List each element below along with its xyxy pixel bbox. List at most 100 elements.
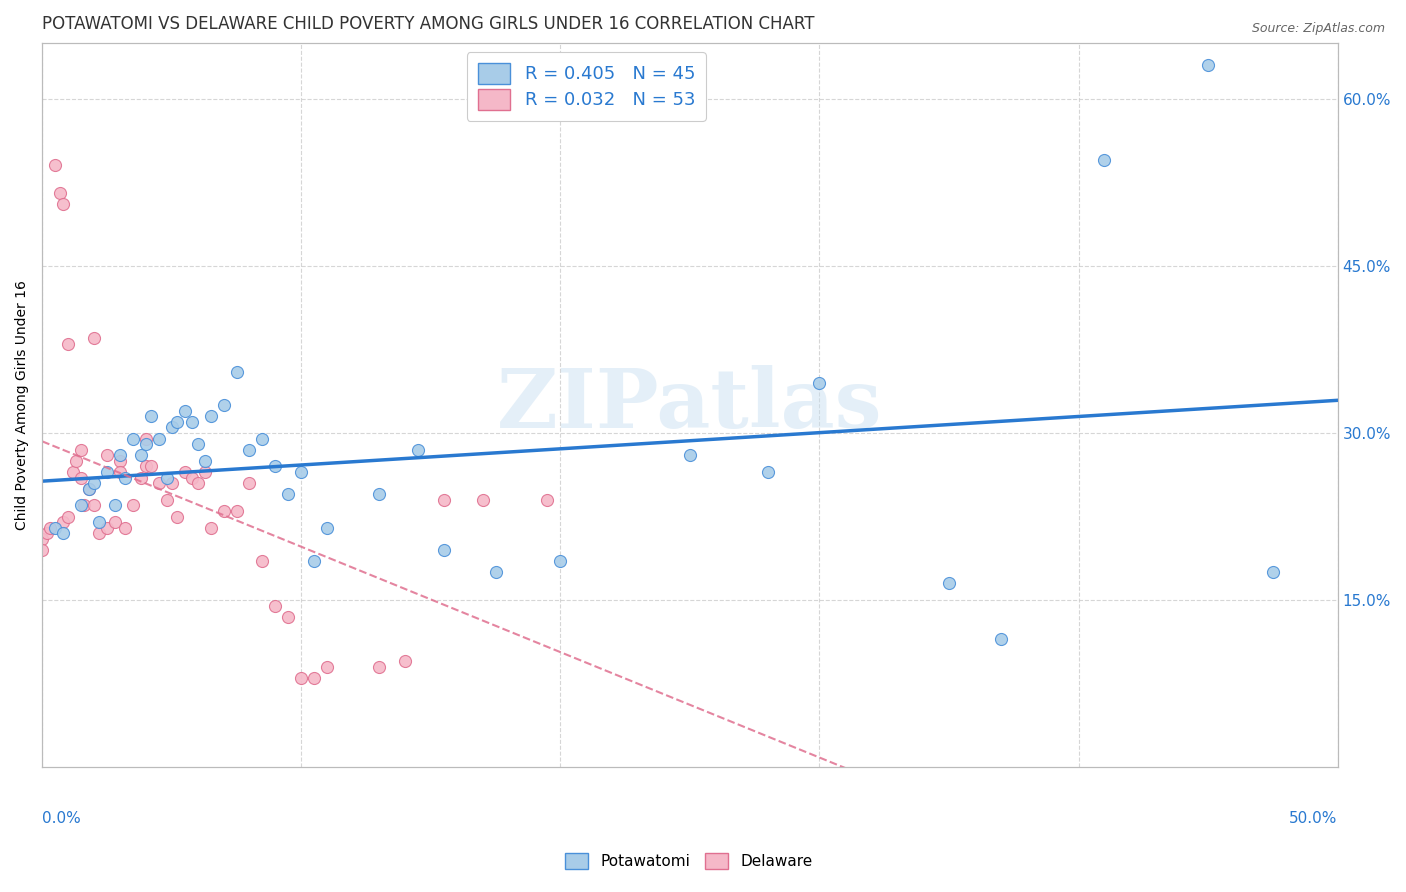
Point <box>938 576 960 591</box>
Point <box>181 470 204 484</box>
Legend: Potawatomi, Delaware: Potawatomi, Delaware <box>560 847 818 875</box>
Point <box>1197 58 1219 72</box>
Point <box>89 515 111 529</box>
Point <box>536 492 558 507</box>
Point <box>194 465 217 479</box>
Point <box>406 442 429 457</box>
Point <box>194 454 217 468</box>
Point <box>160 476 183 491</box>
Y-axis label: Child Poverty Among Girls Under 16: Child Poverty Among Girls Under 16 <box>15 280 30 530</box>
Point <box>56 509 79 524</box>
Point <box>166 509 188 524</box>
Point <box>108 448 131 462</box>
Legend: R = 0.405   N = 45, R = 0.032   N = 53: R = 0.405 N = 45, R = 0.032 N = 53 <box>467 52 706 120</box>
Point <box>225 504 247 518</box>
Point <box>70 499 93 513</box>
Point <box>277 610 299 624</box>
Point <box>52 526 75 541</box>
Point <box>225 365 247 379</box>
Point <box>44 521 66 535</box>
Point <box>200 409 222 424</box>
Point <box>394 654 416 668</box>
Point <box>238 442 260 457</box>
Point <box>52 515 75 529</box>
Point <box>471 492 494 507</box>
Point <box>148 432 170 446</box>
Point <box>49 186 72 201</box>
Point <box>173 465 195 479</box>
Point <box>122 432 145 446</box>
Point <box>277 487 299 501</box>
Point <box>83 499 105 513</box>
Point <box>252 554 274 568</box>
Point <box>290 671 312 685</box>
Point <box>808 376 831 390</box>
Text: 50.0%: 50.0% <box>1289 811 1337 826</box>
Point <box>212 398 235 412</box>
Point <box>302 554 325 568</box>
Point <box>83 331 105 345</box>
Point <box>89 526 111 541</box>
Point <box>990 632 1012 646</box>
Point <box>173 403 195 417</box>
Point <box>77 482 100 496</box>
Point <box>155 492 177 507</box>
Point <box>37 526 59 541</box>
Point <box>70 442 93 457</box>
Point <box>316 521 339 535</box>
Point <box>96 448 118 462</box>
Point <box>39 521 62 535</box>
Point <box>114 521 136 535</box>
Point <box>290 465 312 479</box>
Point <box>96 465 118 479</box>
Point <box>77 482 100 496</box>
Point <box>550 554 572 568</box>
Text: 0.0%: 0.0% <box>42 811 82 826</box>
Point <box>83 476 105 491</box>
Point <box>135 437 157 451</box>
Point <box>1261 566 1284 580</box>
Point <box>135 432 157 446</box>
Point <box>122 499 145 513</box>
Point <box>433 543 456 558</box>
Point <box>44 159 66 173</box>
Point <box>129 448 152 462</box>
Point <box>65 454 87 468</box>
Point <box>368 660 391 674</box>
Text: POTAWATOMI VS DELAWARE CHILD POVERTY AMONG GIRLS UNDER 16 CORRELATION CHART: POTAWATOMI VS DELAWARE CHILD POVERTY AMO… <box>42 15 814 33</box>
Point <box>187 476 209 491</box>
Point <box>70 470 93 484</box>
Point <box>31 532 53 546</box>
Point <box>181 415 204 429</box>
Point <box>1094 153 1116 167</box>
Point <box>756 465 779 479</box>
Point <box>104 499 127 513</box>
Point <box>72 499 94 513</box>
Point <box>148 476 170 491</box>
Point <box>264 459 287 474</box>
Point <box>56 336 79 351</box>
Point <box>679 448 702 462</box>
Point <box>139 409 162 424</box>
Point <box>200 521 222 535</box>
Point <box>31 543 53 558</box>
Point <box>139 459 162 474</box>
Point <box>433 492 456 507</box>
Point <box>187 437 209 451</box>
Point <box>316 660 339 674</box>
Point <box>62 465 84 479</box>
Point <box>302 671 325 685</box>
Point <box>252 432 274 446</box>
Point <box>166 415 188 429</box>
Point <box>160 420 183 434</box>
Point <box>52 197 75 211</box>
Point <box>108 465 131 479</box>
Point <box>368 487 391 501</box>
Point <box>114 470 136 484</box>
Point <box>155 470 177 484</box>
Point <box>264 599 287 613</box>
Point <box>108 454 131 468</box>
Text: ZIPatlas: ZIPatlas <box>498 365 883 445</box>
Point <box>238 476 260 491</box>
Point <box>104 515 127 529</box>
